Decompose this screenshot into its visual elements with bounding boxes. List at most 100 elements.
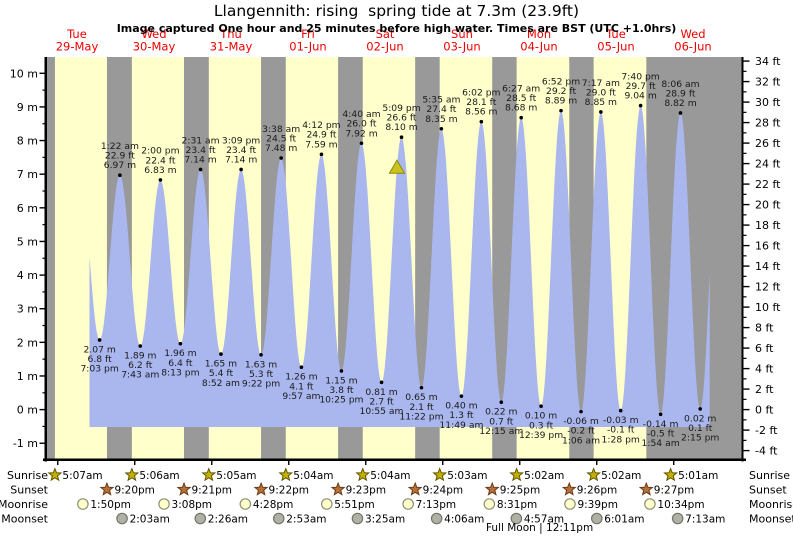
x-axis-tick <box>288 461 290 465</box>
low-tide-label: 6.8 ft <box>88 354 113 365</box>
right-axis-tick-label: 16 ft <box>755 240 781 253</box>
sunset-star-icon <box>561 481 577 496</box>
left-axis-tick <box>39 408 46 411</box>
sunrise-star-icon <box>663 467 679 482</box>
left-axis-tick <box>39 308 46 310</box>
tide-curve-area <box>89 105 710 427</box>
high-tide-label: 29.7 ft <box>626 81 656 92</box>
sunrise-time: 5:01am <box>678 470 718 482</box>
low-tide-dot <box>178 341 183 346</box>
sunrise-time: 5:05am <box>216 470 256 482</box>
moonrise-time: 8:31pm <box>497 499 537 511</box>
capture-time-marker-icon <box>388 159 406 174</box>
low-tide-label: 9:57 am <box>282 391 320 402</box>
low-tide-label: 7:03 pm <box>80 364 118 375</box>
right-axis-minor-tick <box>743 439 747 441</box>
sunset-star-icon <box>638 481 654 496</box>
high-tide-dot <box>158 178 163 182</box>
sunrise-star-icon <box>124 467 140 482</box>
high-tide-dot <box>319 152 324 157</box>
sunset-star-icon <box>99 481 115 496</box>
right-axis-tick <box>743 306 750 308</box>
sunrise-star-icon <box>278 467 294 482</box>
high-tide-label: 8.89 m <box>545 96 577 107</box>
moonset-circle-icon <box>116 512 128 525</box>
left-axis-minor-tick <box>42 358 46 360</box>
sunrise-time: 5:06am <box>139 470 179 482</box>
left-axis-tick-label: 6 m <box>17 202 38 215</box>
moonrise-circle-icon <box>320 498 333 510</box>
high-tide-label: 6:02 pm <box>462 88 500 99</box>
right-axis-minor-tick <box>743 357 747 359</box>
right-axis-tick-label: 14 ft <box>755 260 781 273</box>
moonrise-circle-icon <box>402 498 414 510</box>
high-tide-label: 3:38 am <box>262 124 300 135</box>
sunset-time: 9:24pm <box>423 484 463 496</box>
right-axis-line <box>741 57 744 462</box>
page-title: Llangennith: rising spring tide at 7.3m … <box>213 2 580 20</box>
low-tide-label: 1.15 m <box>325 375 357 386</box>
right-axis-minor-tick <box>743 316 747 318</box>
moonset-time: 4:57am <box>524 513 564 525</box>
right-axis-minor-tick <box>743 214 747 216</box>
left-axis-tick-label: 8 m <box>17 135 38 148</box>
high-tide-label: 7.48 m <box>265 143 297 154</box>
day-label-date: 05-Jun <box>597 40 634 54</box>
high-tide-label: 26.0 ft <box>346 119 376 130</box>
low-tide-label: -0.06 m <box>563 416 599 427</box>
high-tide-label: 4:40 am <box>342 109 380 120</box>
left-axis-tick <box>39 240 46 243</box>
right-axis-tick-label: 20 ft <box>755 199 781 212</box>
left-axis-tick-label: 9 m <box>17 101 38 114</box>
right-axis-tick <box>743 265 750 267</box>
high-tide-label: 28.9 ft <box>665 88 695 99</box>
day-label-weekday: Wed <box>680 27 705 41</box>
left-axis-minor-tick <box>42 190 46 192</box>
moonrise-time: 9:39pm <box>577 499 617 511</box>
low-tide-label: 11:49 am <box>439 420 483 431</box>
high-tide-label: 26.6 ft <box>386 113 416 124</box>
right-axis-tick-label: 6 ft <box>755 342 774 355</box>
right-axis-minor-tick <box>743 132 747 134</box>
low-tide-label: 6.2 ft <box>128 360 153 371</box>
low-tide-label: 1:06 am <box>562 435 600 446</box>
right-axis-tick-label: 0 ft <box>755 404 774 417</box>
left-axis-minor-tick <box>42 324 46 327</box>
high-tide-label: 24.9 ft <box>306 130 336 141</box>
moonset-time: 2:26am <box>208 513 248 525</box>
right-axis-minor-tick <box>743 152 747 154</box>
low-tide-dot <box>698 407 703 411</box>
axes: 10 m 9 m 8 m 7 m 6 m 5 m 4 m 3 m 2 m 1 m 0 m -1 m 34… <box>10 55 781 465</box>
low-tide-label: 12:39 pm <box>519 430 563 441</box>
high-tide-dot <box>479 119 484 124</box>
high-tide-label: 23.4 ft <box>226 145 256 156</box>
low-tide-dot <box>299 365 304 370</box>
right-axis-minor-tick <box>743 337 747 339</box>
moonset-circle-icon <box>430 512 443 525</box>
low-tide-dot <box>379 380 384 385</box>
left-axis-tick <box>39 173 46 175</box>
low-tide-dot <box>339 369 344 373</box>
left-axis-tick <box>39 139 46 142</box>
right-axis-tick-label: -4 ft <box>755 445 778 458</box>
sunset-time: 9:20pm <box>114 484 154 496</box>
moonrise-circle-icon <box>564 498 576 510</box>
left-axis-tick <box>39 375 46 377</box>
row-label-moonrise-right: Moonrise <box>749 498 793 511</box>
low-tide-dot <box>539 404 543 409</box>
full-moon-label: Full Moon | 12:11pm <box>486 522 593 534</box>
high-tide-label: 8.68 m <box>505 103 537 114</box>
high-tide-dot <box>638 103 643 108</box>
high-tide-label: 9.04 m <box>624 91 656 102</box>
high-tide-dot <box>599 110 603 114</box>
moonrise-time: 5:51pm <box>334 499 374 511</box>
day-label-date: 30-May <box>133 40 176 54</box>
moonset-circle-icon <box>590 512 603 525</box>
right-axis-minor-tick <box>743 255 747 257</box>
left-axis-tick-label: 10 m <box>10 67 38 80</box>
sunset-star-icon <box>330 481 346 496</box>
moonset-time: 3:25am <box>365 513 405 525</box>
low-tide-dot <box>618 408 623 413</box>
low-tide-dot <box>459 394 464 398</box>
left-axis-tick-label: 1 m <box>17 370 38 383</box>
